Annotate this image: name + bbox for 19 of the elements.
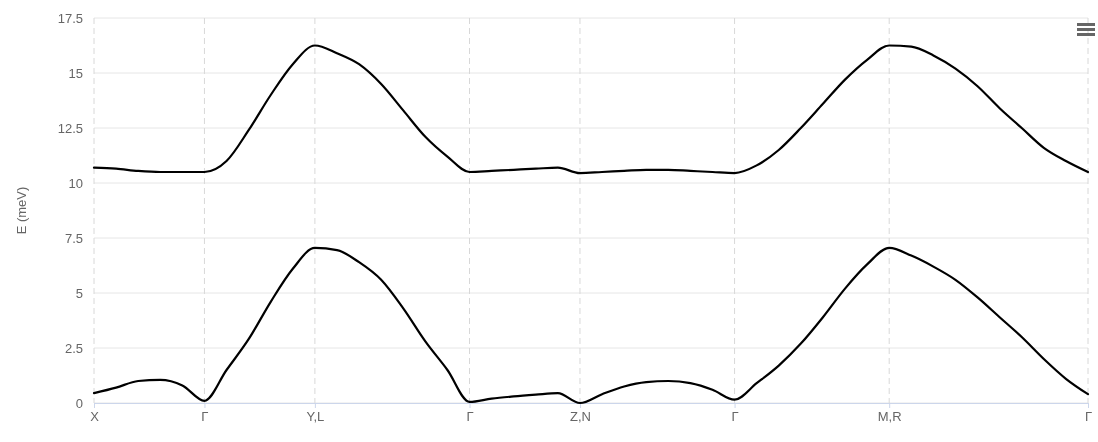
x-tick-label: Y,L bbox=[306, 409, 325, 425]
y-axis-title: E (meV) bbox=[14, 186, 29, 235]
x-tick-label: Γ bbox=[1084, 409, 1093, 425]
x-tick-label: X bbox=[90, 409, 100, 425]
x-tick-label: Γ bbox=[466, 409, 474, 425]
y-tick-label: 12.5 bbox=[57, 120, 83, 136]
y-tick-label: 2.5 bbox=[64, 340, 83, 356]
y-tick-label: 0 bbox=[75, 395, 83, 411]
y-tick-label: 17.5 bbox=[57, 10, 83, 26]
y-tick-label: 5 bbox=[75, 285, 83, 301]
y-tick-label: 15 bbox=[68, 65, 83, 81]
x-tick-label: Z,N bbox=[569, 409, 591, 425]
x-tick-label: Γ bbox=[731, 409, 739, 425]
y-tick-label: 7.5 bbox=[64, 230, 83, 246]
x-tick-label: Γ bbox=[201, 409, 209, 425]
x-tick-label: M,R bbox=[877, 409, 902, 425]
line-series bbox=[92, 44, 1090, 175]
y-tick-label: 10 bbox=[68, 175, 83, 191]
line-series bbox=[92, 246, 1090, 405]
